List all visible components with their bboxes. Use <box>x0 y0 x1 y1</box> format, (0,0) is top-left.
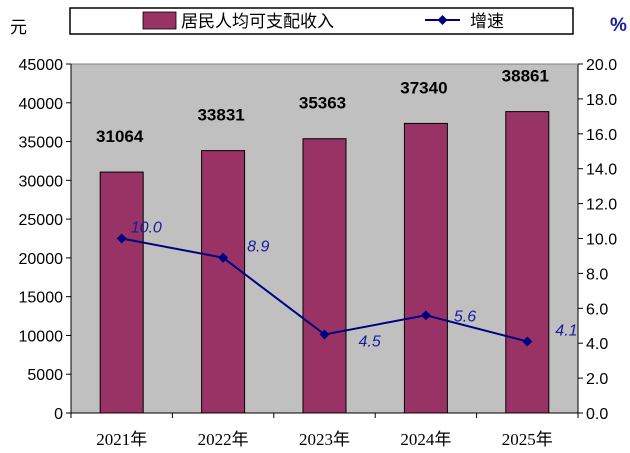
legend-bar-swatch <box>142 11 177 30</box>
y-right-axis: 0.0 2.0 4.0 6.0 8.0 10.0 12.0 14.0 16.0 18.0 20.0 <box>578 57 617 423</box>
y-left-unit-label: 元 <box>10 18 27 38</box>
line-point-marker <box>116 233 127 244</box>
legend: 居民人均可支配收入 增速 <box>69 7 574 35</box>
line-point-marker <box>319 329 330 340</box>
y-left-tick-label: 15000 <box>19 290 64 307</box>
y-right-tick-label: 2.0 <box>586 371 608 388</box>
bar <box>403 122 448 414</box>
bar <box>99 171 144 414</box>
line-value-label: 5.6 <box>454 308 476 325</box>
x-tick-label: 2024年 <box>400 430 451 449</box>
legend-line-marker <box>437 15 448 25</box>
y-right-tick-label: 8.0 <box>586 266 608 283</box>
bar-value-label: 35363 <box>299 94 346 113</box>
y-right-unit-label: % <box>610 15 627 36</box>
y-right-tick-label: 14.0 <box>586 162 617 179</box>
line-series <box>116 233 533 347</box>
y-left-tick-label: 5000 <box>27 367 63 384</box>
y-left-tick-label: 35000 <box>19 135 64 152</box>
line-data-labels: 10.0 8.9 4.5 5.6 4.1 <box>131 220 578 351</box>
bar-value-label: 37340 <box>400 78 447 97</box>
y-left-tick-label: 10000 <box>19 328 64 345</box>
line-point-marker <box>420 310 431 321</box>
y-right-tick-label: 0.0 <box>586 406 608 423</box>
y-right-tick-label: 18.0 <box>586 92 617 109</box>
legend-bar-label: 居民人均可支配收入 <box>181 12 334 32</box>
y-right-tick-label: 4.0 <box>586 336 608 353</box>
line-point-marker <box>522 336 533 347</box>
bar <box>201 150 246 414</box>
y-right-tick-label: 20.0 <box>586 57 617 74</box>
y-right-tick-label: 16.0 <box>586 127 617 144</box>
bar-value-label: 38861 <box>502 67 549 86</box>
line-value-label: 10.0 <box>131 220 162 237</box>
x-tick-label: 2023年 <box>299 430 350 449</box>
x-tick-label: 2025年 <box>502 430 553 449</box>
y-right-tick-label: 12.0 <box>586 197 617 214</box>
y-left-axis: 0 5000 10000 15000 20000 25000 30000 35000 40000… <box>19 57 71 423</box>
y-left-tick-label: 0 <box>54 406 63 423</box>
bar <box>505 111 550 414</box>
bar-value-label: 31064 <box>96 127 144 146</box>
legend-line-label: 增速 <box>470 12 504 32</box>
line-point-marker <box>218 252 229 263</box>
x-tick-label: 2022年 <box>198 430 249 449</box>
line-value-label: 4.1 <box>555 322 577 339</box>
line-value-label: 4.5 <box>359 333 381 350</box>
x-axis: 2021年 2022年 2023年 2024年 2025年 <box>70 413 579 449</box>
y-right-tick-label: 6.0 <box>586 301 608 318</box>
line-value-label: 8.9 <box>247 239 269 256</box>
bar-series <box>99 111 550 414</box>
bar-data-labels: 31064 33831 35363 37340 38861 <box>96 67 549 146</box>
y-right-tick-label: 10.0 <box>586 232 617 249</box>
y-left-tick-label: 25000 <box>19 212 64 229</box>
x-tick-label: 2021年 <box>96 430 147 449</box>
y-left-tick-label: 40000 <box>19 96 64 113</box>
bar <box>302 138 347 414</box>
y-left-tick-label: 30000 <box>19 173 64 190</box>
bar-value-label: 33831 <box>197 106 244 125</box>
y-left-tick-label: 20000 <box>19 251 64 268</box>
y-left-tick-label: 45000 <box>19 57 64 74</box>
